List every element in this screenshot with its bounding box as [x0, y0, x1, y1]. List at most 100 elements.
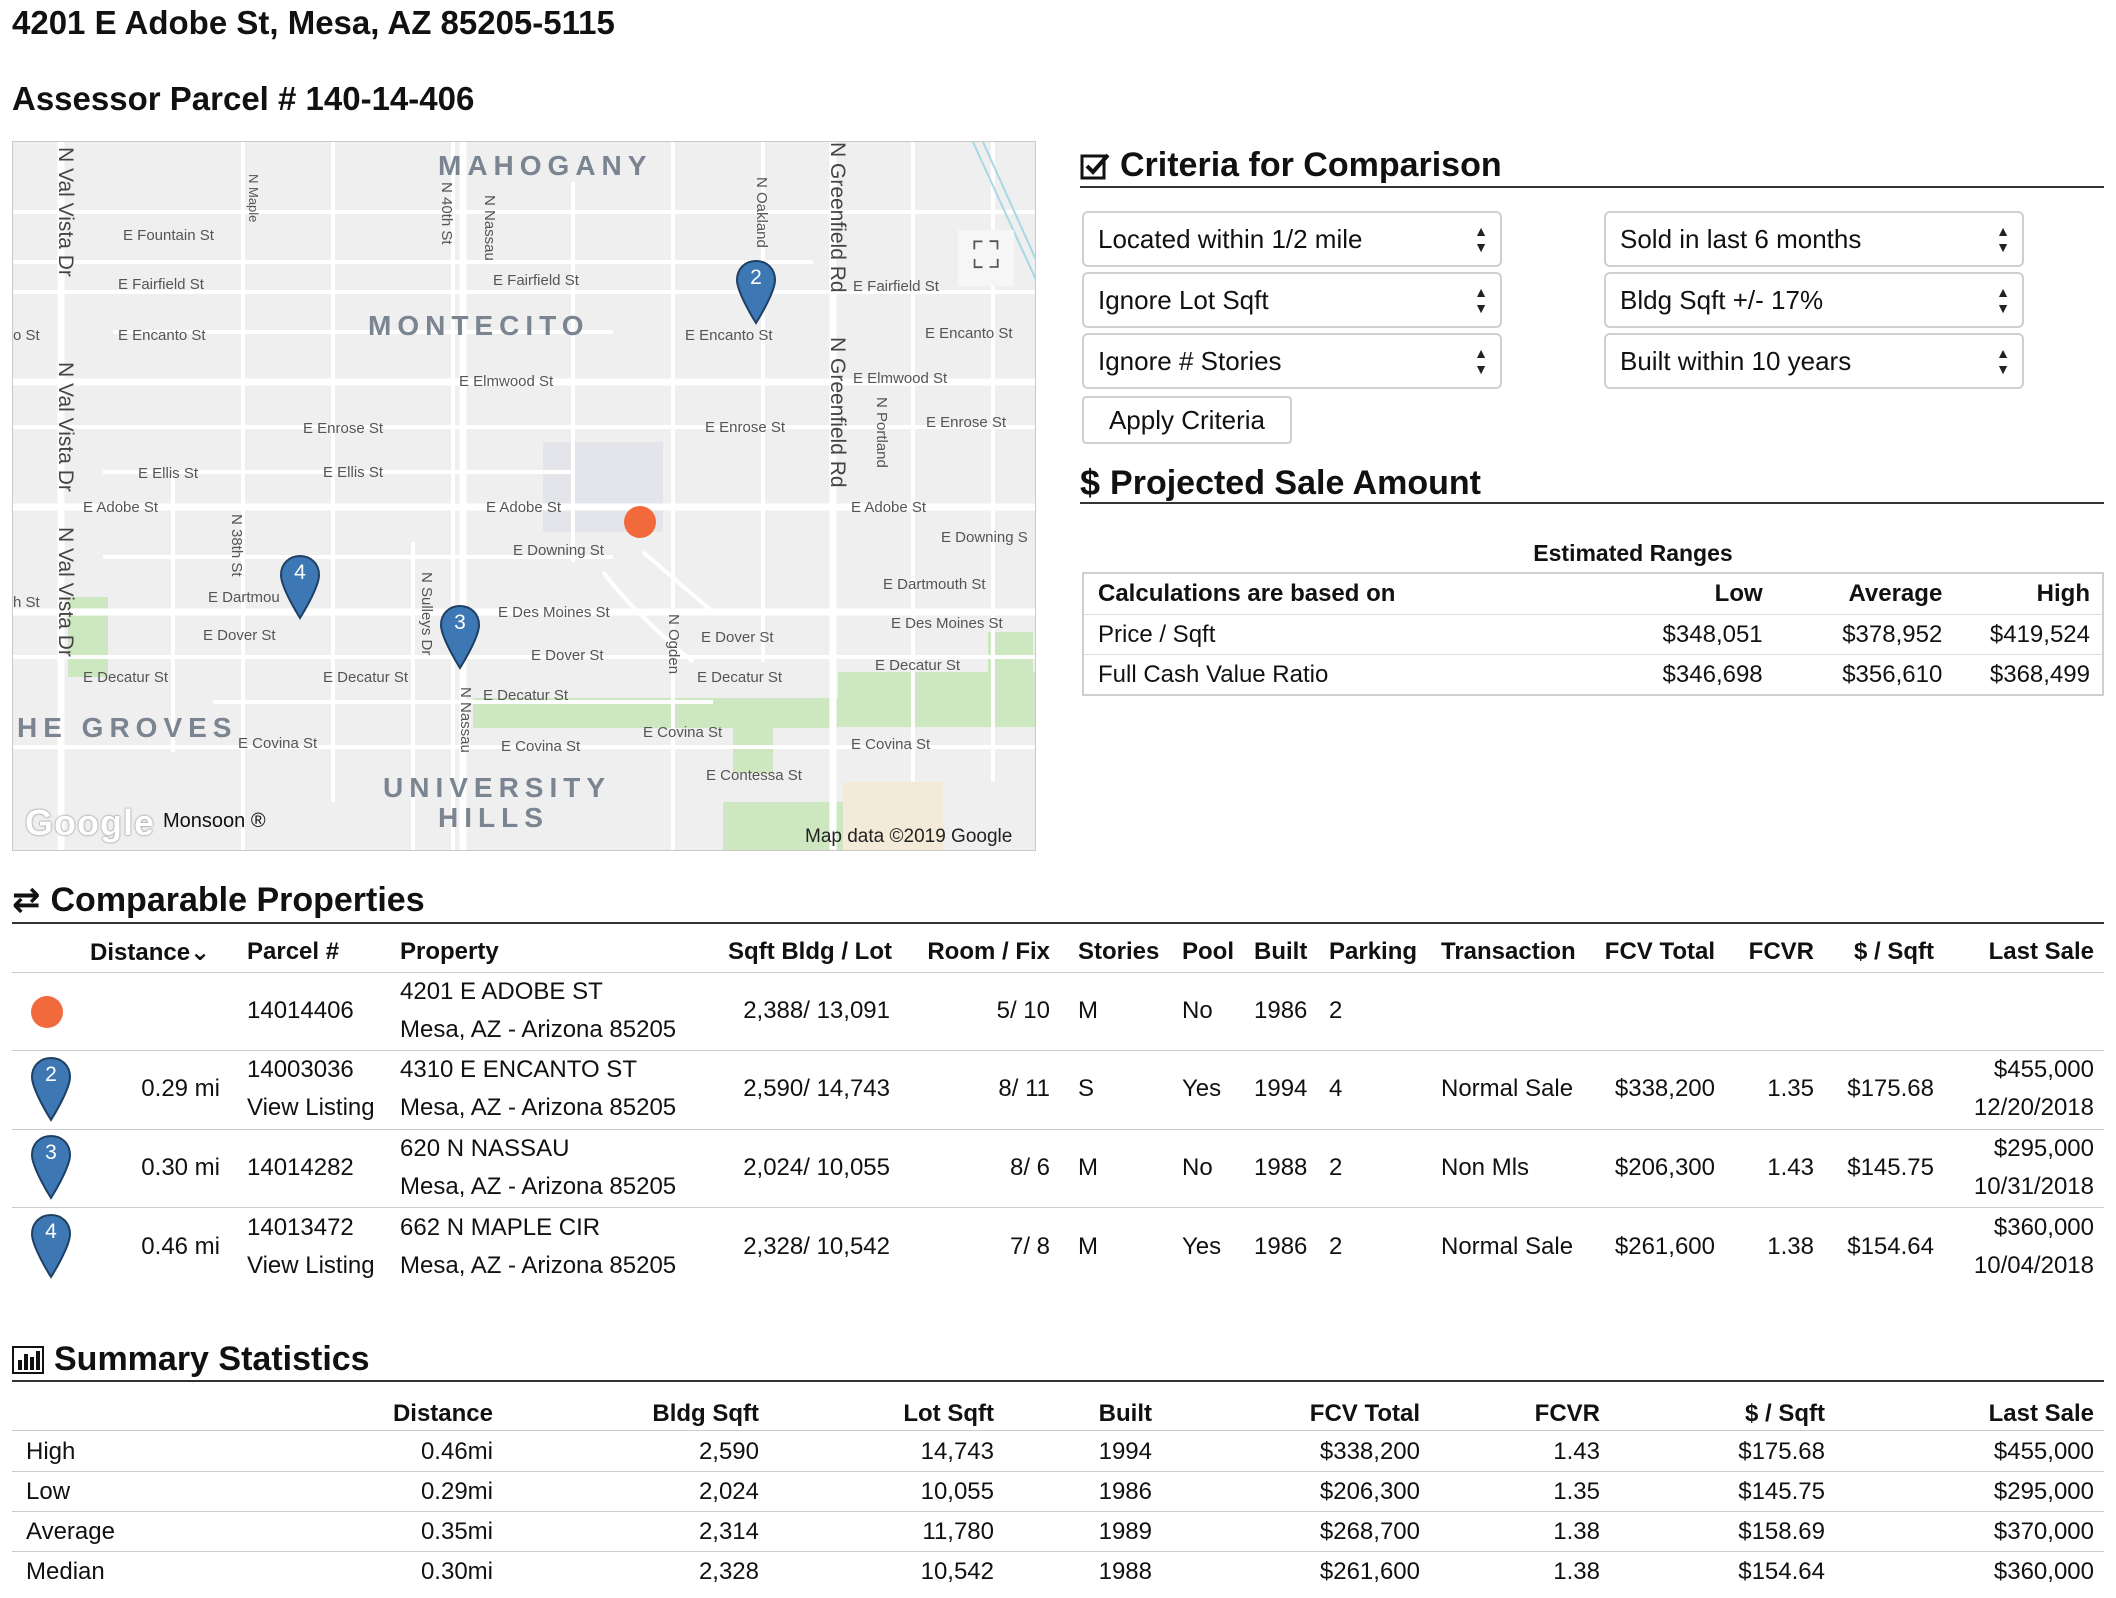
map-street: E Adobe St — [851, 499, 927, 516]
built-within-select[interactable]: Built within 10 years ▲ ▼ — [1604, 333, 2024, 389]
map-neighborhood-mahogany: MAHOGANY — [438, 150, 653, 181]
divider — [12, 922, 2104, 924]
row-stories: M — [1078, 1233, 1098, 1260]
row-pin-4[interactable]: 4 — [30, 1213, 72, 1279]
row-pin-2[interactable]: 2 — [30, 1056, 72, 1122]
row-last-price: $455,000 — [1993, 1056, 2094, 1083]
header-transaction: Transaction — [1441, 938, 1576, 965]
map-street: N 38th St — [228, 514, 245, 577]
map-street: N Maple — [246, 174, 261, 223]
select-arrows-icon: ▲ ▼ — [1996, 345, 2010, 377]
map[interactable]: MAHOGANY MONTECITO HE GROVES UNIVERSITY … — [12, 141, 1036, 851]
summary-cell: 11,780 — [922, 1518, 994, 1545]
summary-title-text: Summary Statistics — [54, 1340, 370, 1378]
divider — [12, 972, 2104, 973]
summary-row-label: High — [26, 1438, 76, 1465]
row-fcvr: 1.35 — [1767, 1075, 1814, 1102]
header-fcvr: FCVR — [1748, 938, 1814, 965]
summary-header: FCVR — [1534, 1400, 1600, 1427]
select-arrows-icon: ▲ ▼ — [1474, 345, 1488, 377]
map-street: E Dover St — [701, 629, 774, 646]
table-cell: $348,051 — [1662, 620, 1763, 648]
row-parcel: 14014406 — [247, 997, 354, 1024]
summary-cell: $158.69 — [1738, 1518, 1825, 1545]
table-header: Low — [1714, 580, 1763, 607]
subject-marker-icon — [31, 996, 63, 1028]
bldg-sqft-select[interactable]: Bldg Sqft +/- 17% ▲ ▼ — [1604, 272, 2024, 328]
row-city: Mesa, AZ - Arizona 85205 — [400, 1252, 677, 1279]
summary-cell: $455,000 — [1993, 1438, 2094, 1465]
map-roads — [13, 142, 1035, 850]
bar-chart-icon — [12, 1345, 44, 1374]
summary-cell: 2,314 — [698, 1518, 759, 1545]
summary-header: Distance — [392, 1400, 493, 1427]
sold-period-select[interactable]: Sold in last 6 months ▲ ▼ — [1604, 211, 2024, 267]
view-listing-link[interactable]: View Listing — [247, 1094, 375, 1121]
row-parcel: 14003036 — [247, 1056, 354, 1083]
row-parking: 2 — [1329, 1233, 1343, 1260]
summary-row-label: Average — [26, 1518, 115, 1545]
summary-cell: 1988 — [1098, 1558, 1152, 1585]
summary-header: Last Sale — [1988, 1400, 2094, 1427]
map-pin-4[interactable]: 4 — [279, 554, 321, 620]
row-distance: 0.29 mi — [141, 1075, 220, 1102]
apply-criteria-button[interactable]: Apply Criteria — [1082, 396, 1292, 444]
row-street: 662 N MAPLE CIR — [400, 1214, 601, 1241]
divider — [12, 1430, 2104, 1431]
stories-select[interactable]: Ignore # Stories ▲ ▼ — [1082, 333, 1502, 389]
sold-period-select-value: Sold in last 6 months — [1620, 224, 1862, 254]
map-street: E Decatur St — [697, 669, 783, 686]
projected-title-text: Projected Sale Amount — [1110, 463, 1481, 502]
map-street: E Enrose St — [303, 420, 384, 437]
bldg-sqft-select-value: Bldg Sqft +/- 17% — [1620, 285, 1824, 315]
map-street: E Dartmou — [208, 589, 280, 606]
distance-select[interactable]: Located within 1/2 mile ▲ ▼ — [1082, 211, 1502, 267]
pin-number: 3 — [45, 1141, 57, 1164]
table-row: Price / Sqft $348,051 $378,952 $419,524 — [1084, 614, 2102, 654]
map-street: E Fountain St — [123, 227, 214, 244]
divider — [12, 1050, 2104, 1051]
divider — [12, 1511, 2104, 1512]
summary-cell: 1.43 — [1553, 1438, 1600, 1465]
row-pin-3[interactable]: 3 — [30, 1134, 72, 1200]
map-street: E Adobe St — [486, 499, 562, 516]
criteria-title-text: Criteria for Comparison — [1120, 146, 1502, 184]
map-attribution[interactable]: Map data ©2019 Google — [805, 826, 1013, 847]
summary-title: Summary Statistics — [12, 1340, 370, 1379]
row-pool: No — [1182, 1154, 1213, 1181]
map-pin-number: 4 — [294, 561, 306, 584]
header-sqft: Sqft Bldg / Lot — [728, 938, 892, 965]
lot-sqft-select[interactable]: Ignore Lot Sqft ▲ ▼ — [1082, 272, 1502, 328]
lot-sqft-select-value: Ignore Lot Sqft — [1098, 285, 1269, 315]
pin-number: 2 — [45, 1063, 57, 1086]
row-last-price: $360,000 — [1993, 1214, 2094, 1241]
row-transaction: Normal Sale — [1441, 1075, 1574, 1102]
map-pin-3[interactable]: 3 — [439, 604, 481, 670]
map-street: E Adobe St — [83, 499, 159, 516]
divider — [12, 1129, 2104, 1130]
summary-header: Built — [1098, 1400, 1152, 1427]
map-street: E Enrose St — [926, 414, 1007, 431]
table-cell: $356,610 — [1842, 660, 1943, 688]
subject-property-marker[interactable] — [624, 506, 656, 538]
map-fullscreen-button[interactable]: ⛶ — [958, 230, 1014, 286]
row-last-date: 10/31/2018 — [1973, 1173, 2094, 1200]
map-street: E Downing St — [513, 542, 604, 559]
row-last-date: 10/04/2018 — [1973, 1252, 2094, 1279]
summary-cell: $175.68 — [1738, 1438, 1825, 1465]
map-street: E Decatur St — [83, 669, 169, 686]
table-cell: Price / Sqft — [1098, 620, 1216, 648]
select-arrows-icon: ▲ ▼ — [1996, 284, 2010, 316]
summary-cell: 1.35 — [1553, 1478, 1600, 1505]
map-street: N Ogden — [665, 614, 682, 675]
summary-cell: 1994 — [1098, 1438, 1152, 1465]
view-listing-link[interactable]: View Listing — [247, 1252, 375, 1279]
table-cell: $368,499 — [1989, 660, 2090, 688]
summary-cell: $370,000 — [1993, 1518, 2094, 1545]
row-city: Mesa, AZ - Arizona 85205 — [400, 1016, 677, 1043]
map-street: E Elmwood St — [459, 373, 554, 390]
map-pin-2[interactable]: 2 — [735, 259, 777, 325]
estimated-ranges-title: Estimated Ranges — [1533, 540, 1733, 566]
summary-cell: $360,000 — [1993, 1558, 2094, 1585]
sort-distance-header[interactable]: Distance⌄ — [90, 938, 210, 967]
